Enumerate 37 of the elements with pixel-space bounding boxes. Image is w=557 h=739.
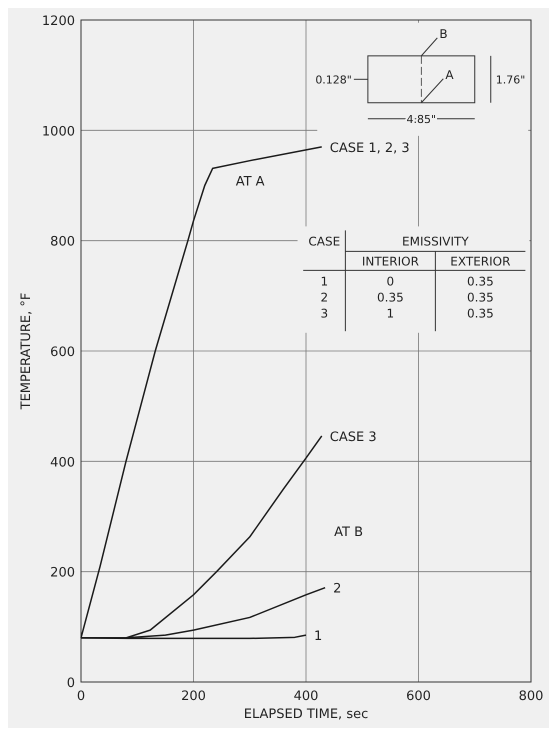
x-tick-label: 200 [181,689,206,704]
annotation: 0.128" [315,73,352,86]
annotation: B [439,26,448,41]
annotation: 1 [386,306,394,320]
annotation: 3 [320,306,328,320]
annotation: A [445,68,454,82]
annotation: EMISSIVITY [402,234,470,248]
annotation: AT B [334,524,364,540]
x-tick-label: 400 [294,689,318,704]
series-label: CASE 3 [330,430,377,445]
annotation: 2 [320,290,328,304]
y-tick-label: 800 [50,234,75,250]
annotation: AT A [236,174,265,190]
annotation: 0.35 [467,274,494,288]
annotation: INTERIOR [362,254,419,268]
x-axis-title: ELAPSED TIME, sec [244,707,368,722]
series-label: CASE 1, 2, 3 [330,140,410,156]
x-tick-label: 600 [406,689,431,704]
annotation: 0 [386,274,394,288]
y-tick-label: 1000 [42,124,75,140]
series-label: 2 [333,582,342,597]
annotation: 0.35 [467,290,494,304]
annotation: 1 [320,274,328,288]
x-tick-label: 800 [518,689,544,704]
x-tick-label: 0 [76,689,86,704]
y-tick-label: 200 [50,566,75,581]
y-tick-label: 400 [50,455,75,470]
annotation: CASE [308,234,340,248]
annotation: 0.35 [467,306,494,320]
annotation: 1.76" [496,73,526,86]
series-label: 1 [314,629,322,644]
y-tick-label: 1200 [42,14,75,29]
annotation: EXTERIOR [450,254,510,268]
y-axis-title: TEMPERATURE, °F [19,292,34,410]
annotation: 0.35 [377,290,404,304]
y-tick-label: 600 [50,345,75,360]
y-tick-label: 0 [66,676,75,691]
